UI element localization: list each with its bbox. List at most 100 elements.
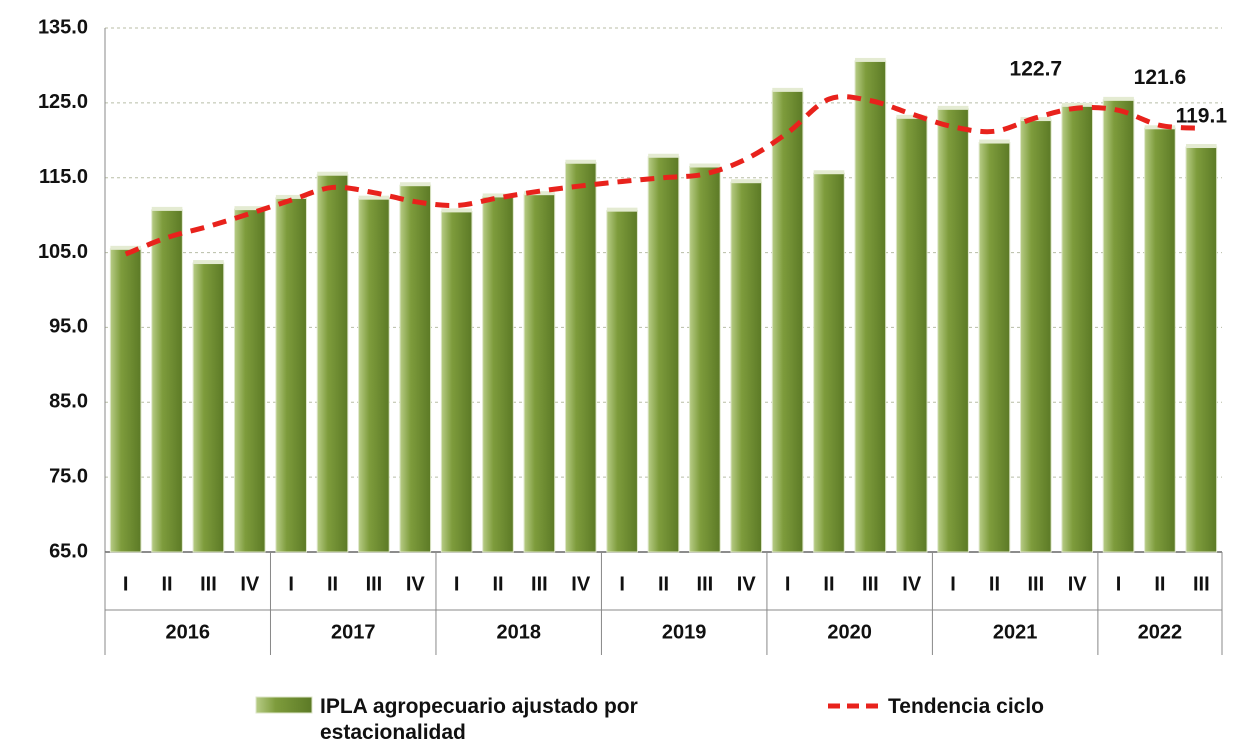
bar xyxy=(564,162,597,553)
x-tick-label: IV xyxy=(406,573,426,595)
bar xyxy=(316,174,349,553)
x-tick-label: I xyxy=(785,573,791,595)
bar-top xyxy=(1186,144,1217,149)
x-tick-label: IV xyxy=(902,573,922,595)
x-group-label: 2020 xyxy=(827,621,872,643)
x-tick-label: III xyxy=(862,573,879,595)
x-tick-label: III xyxy=(697,573,714,595)
x-group-label: 2019 xyxy=(662,621,707,643)
bar xyxy=(275,197,307,553)
x-group-label: 2021 xyxy=(993,621,1038,643)
x-tick-label: III xyxy=(1193,573,1210,595)
x-tick-label: III xyxy=(1027,573,1044,595)
x-group-label: 2017 xyxy=(331,621,376,643)
bar xyxy=(358,198,390,553)
bar-top xyxy=(110,245,141,250)
bar-top xyxy=(813,170,845,175)
x-tick-label: II xyxy=(989,573,1000,595)
bar xyxy=(647,156,680,553)
bar-top xyxy=(441,208,472,213)
y-tick-label: 85.0 xyxy=(49,391,88,413)
bar xyxy=(978,142,1011,553)
bar-top xyxy=(689,163,721,168)
y-tick-label: 135.0 xyxy=(38,16,88,38)
bar xyxy=(523,193,556,553)
bar-top xyxy=(855,57,886,62)
bar xyxy=(606,210,638,553)
bar xyxy=(854,60,887,553)
bar xyxy=(730,181,763,553)
bar xyxy=(689,165,721,553)
bar xyxy=(440,210,473,553)
y-tick-label: 125.0 xyxy=(38,91,88,113)
bar xyxy=(895,117,928,553)
data-label: 119.1 xyxy=(1176,105,1228,128)
bar-top xyxy=(1103,96,1134,101)
x-tick-label: I xyxy=(950,573,956,595)
x-tick-label: I xyxy=(454,573,460,595)
bar xyxy=(109,248,142,553)
data-label: 122.7 xyxy=(1010,58,1063,81)
x-tick-label: I xyxy=(619,573,625,595)
bar xyxy=(1061,105,1094,553)
x-group-label: 2022 xyxy=(1138,621,1183,643)
x-tick-label: IV xyxy=(737,573,757,595)
bar xyxy=(151,209,183,553)
bar xyxy=(1020,119,1052,553)
x-tick-label: II xyxy=(1154,573,1165,595)
bar-top xyxy=(730,179,762,184)
bar-top xyxy=(482,193,514,198)
x-tick-label: III xyxy=(200,573,217,595)
bar-top xyxy=(317,171,348,176)
y-tick-label: 105.0 xyxy=(38,241,88,263)
bar-top xyxy=(937,105,969,110)
x-tick-label: IV xyxy=(240,573,260,595)
bar xyxy=(771,90,804,553)
legend-bar-swatch xyxy=(255,696,313,714)
bar xyxy=(482,195,514,553)
x-group-label: 2016 xyxy=(165,621,210,643)
bar-top xyxy=(151,206,183,211)
bar xyxy=(813,172,845,553)
x-tick-label: I xyxy=(1116,573,1122,595)
bar-top xyxy=(896,114,928,119)
bar-top xyxy=(979,139,1010,144)
x-tick-label: IV xyxy=(571,573,591,595)
x-tick-label: III xyxy=(531,573,548,595)
bar xyxy=(399,184,432,553)
bar-top xyxy=(648,153,679,158)
legend-line-label: Tendencia ciclo xyxy=(888,695,1044,718)
bar-top xyxy=(565,159,597,164)
bar-top xyxy=(193,260,224,265)
trend-line xyxy=(124,94,1202,257)
data-label: 121.6 xyxy=(1134,66,1187,89)
x-tick-label: II xyxy=(658,573,669,595)
bar xyxy=(1102,99,1135,553)
legend-bar-label: IPLA agropecuario ajustado por estaciona… xyxy=(320,695,638,744)
bar-top xyxy=(399,182,431,187)
x-tick-label: II xyxy=(161,573,172,595)
bar-top xyxy=(275,194,307,199)
y-tick-label: 115.0 xyxy=(39,166,88,188)
y-tick-label: 75.0 xyxy=(49,465,88,487)
y-tick-label: 65.0 xyxy=(49,540,88,562)
y-tick-label: 95.0 xyxy=(49,316,88,338)
x-group-label: 2018 xyxy=(496,621,541,643)
x-tick-label: II xyxy=(823,573,834,595)
bar-top xyxy=(234,206,266,211)
bar-top xyxy=(772,87,803,92)
bar-top xyxy=(358,195,390,200)
x-tick-label: I xyxy=(288,573,294,595)
bar xyxy=(937,108,969,553)
bar xyxy=(233,208,266,553)
bar xyxy=(1185,146,1218,553)
bar-top xyxy=(606,207,638,212)
x-tick-label: II xyxy=(492,573,503,595)
bar xyxy=(192,262,225,553)
bar-top xyxy=(1061,102,1093,107)
bar xyxy=(1144,127,1176,553)
x-tick-label: IV xyxy=(1068,573,1088,595)
x-tick-label: II xyxy=(327,573,338,595)
